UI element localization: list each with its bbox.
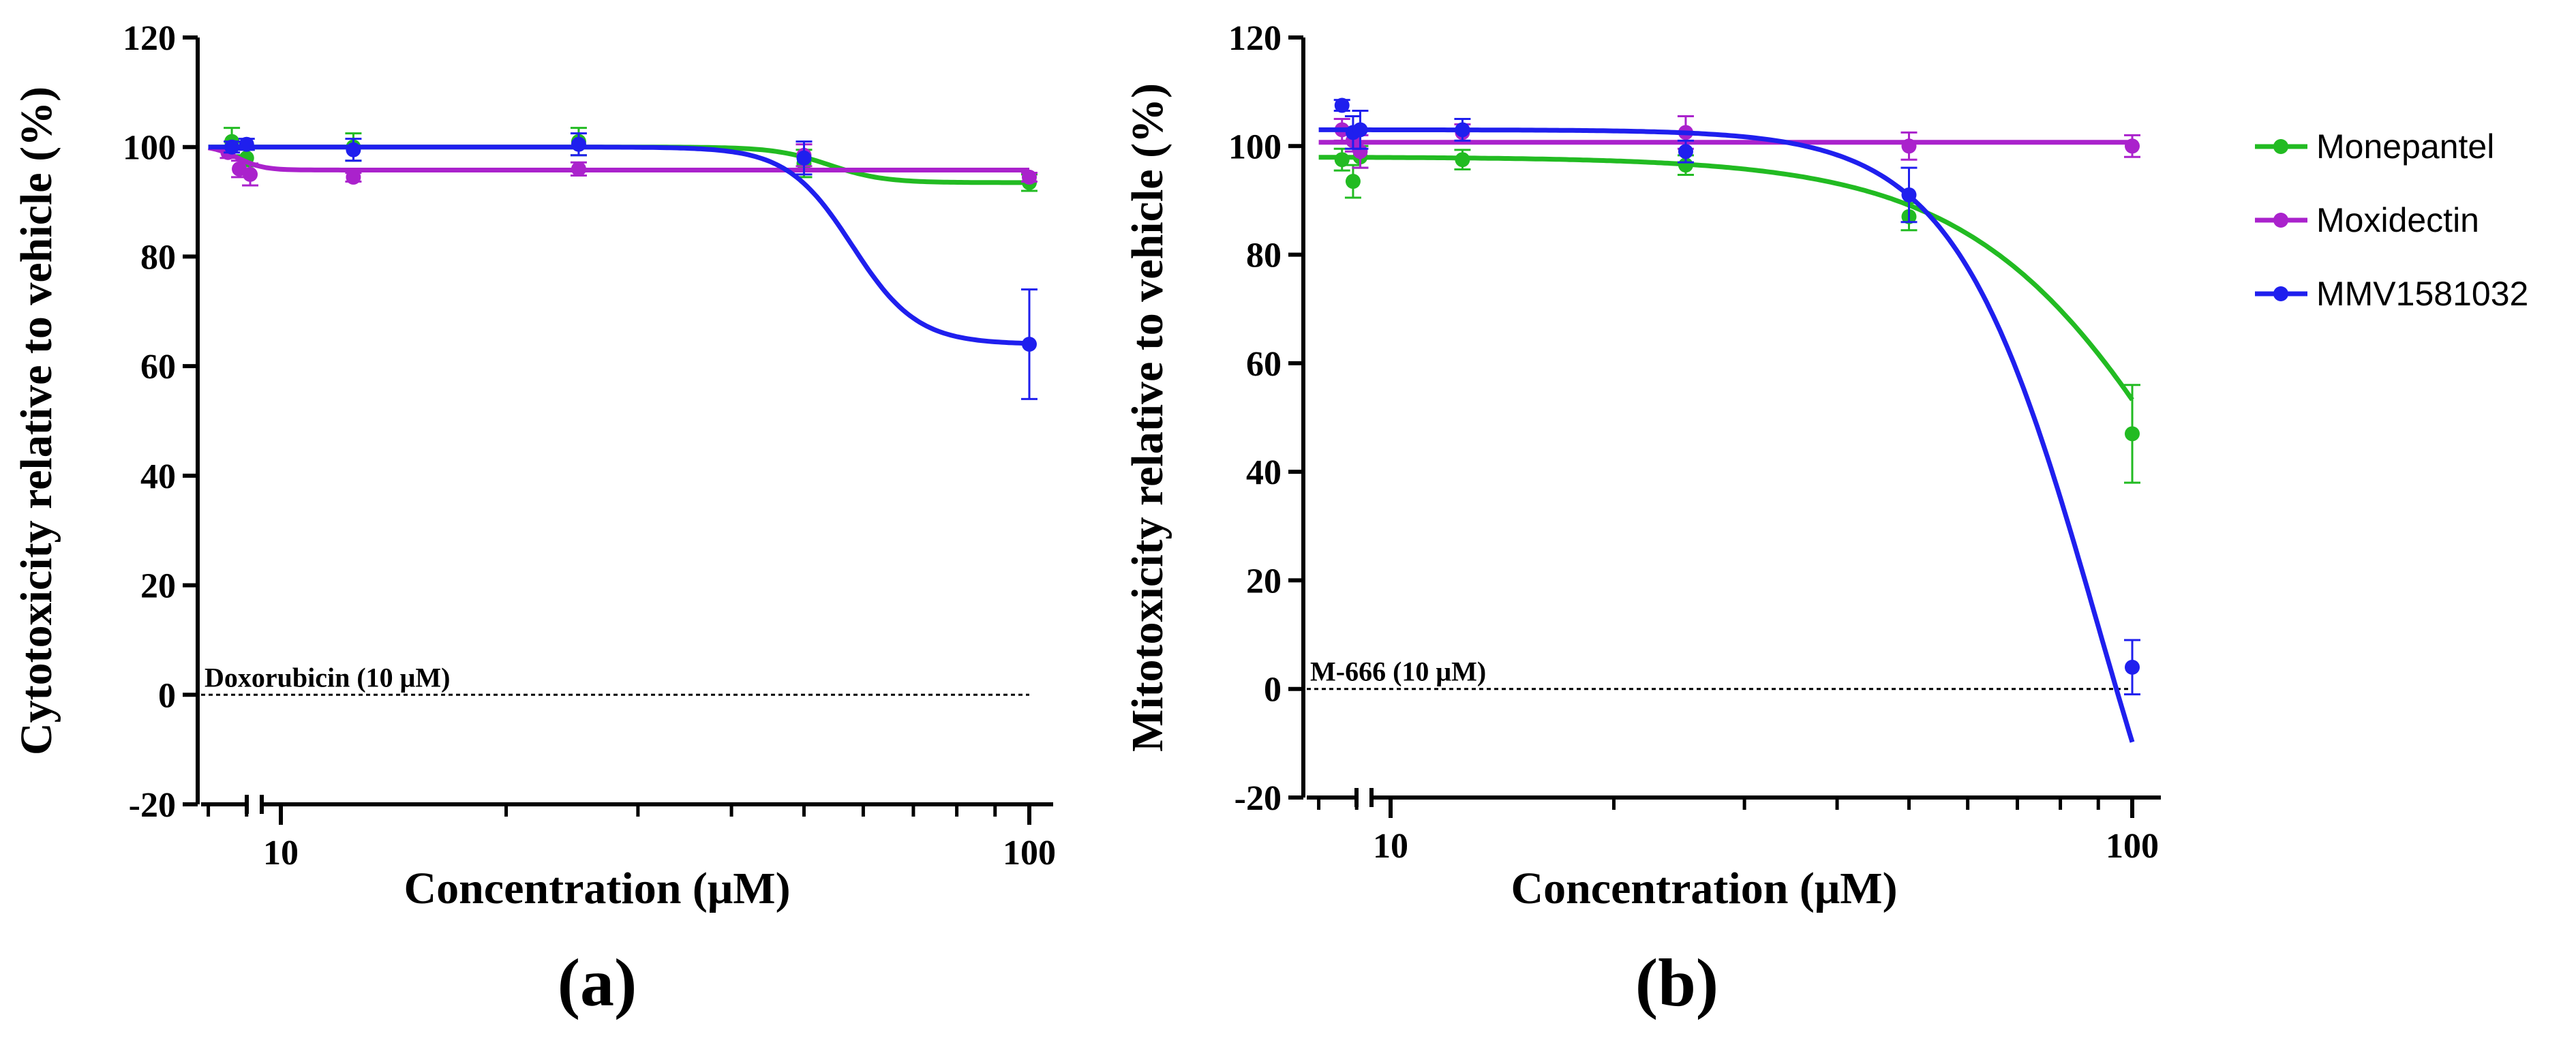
data-point-monepantel — [2125, 426, 2140, 442]
legend-marker — [2273, 213, 2288, 228]
fit-curve-monepantel — [1318, 155, 2134, 401]
y-tick-label: 80 — [140, 238, 176, 277]
x-tick-label: 10 — [263, 834, 299, 872]
legend-label: MMV1581032 — [2316, 275, 2528, 313]
baseline-label: M-666 (10 μM) — [1310, 656, 1486, 687]
data-point-mmv1581032 — [346, 142, 361, 157]
y-tick-label: 80 — [1246, 237, 1282, 275]
data-point-monepantel — [1678, 157, 1693, 173]
legend-label: Moxidectin — [2316, 201, 2479, 239]
data-point-mmv1581032 — [796, 150, 812, 166]
y-tick-label: 40 — [1246, 453, 1282, 492]
legend: Monepantel Moxidectin MMV1581032 — [2255, 127, 2528, 313]
x-axis-title: Concentration (μM) — [404, 864, 790, 913]
panel-label: (a) — [558, 945, 637, 1020]
panel-label: (b) — [1635, 945, 1718, 1020]
panel-b: -20 0 20 40 60 80 100 120 10 100 Concentration (μM… — [1123, 19, 2161, 1020]
data-point-moxidectin — [571, 161, 586, 177]
y-tick-label: 40 — [140, 457, 176, 496]
y-tick-label: 20 — [1246, 562, 1282, 601]
data-point-monepantel — [1345, 174, 1361, 189]
x-tick-label: 10 — [1373, 827, 1408, 866]
y-tick-label: 20 — [140, 567, 176, 606]
legend-label: Monepantel — [2316, 127, 2494, 166]
y-tick-label: 120 — [123, 19, 176, 58]
fit-curve-moxidectin — [207, 145, 1029, 172]
data-point-moxidectin — [243, 166, 258, 182]
fit-curve-mmv1581032 — [208, 145, 1030, 346]
legend-marker — [2273, 139, 2288, 154]
x-tick-label: 100 — [1003, 834, 1056, 872]
data-point-moxidectin — [1352, 144, 1368, 160]
data-point-mmv1581032 — [2125, 659, 2140, 675]
y-tick-label: 0 — [1264, 671, 1282, 710]
fit-curve-mmv1581032 — [1318, 127, 2135, 743]
data-point-mmv1581032 — [1022, 337, 1037, 352]
data-point-mmv1581032 — [1901, 187, 1917, 202]
data-point-mmv1581032 — [1455, 122, 1470, 138]
data-point-mmv1581032 — [239, 136, 254, 152]
y-tick-label: 60 — [1246, 345, 1282, 384]
fit-curve-monepantel — [208, 145, 1029, 185]
data-point-moxidectin — [1022, 169, 1037, 185]
y-tick-label: -20 — [1234, 779, 1282, 818]
data-point-moxidectin — [1901, 138, 1917, 154]
y-tick-label: 0 — [158, 676, 176, 715]
baseline-label: Doxorubicin (10 μM) — [204, 662, 450, 693]
y-tick-label: 100 — [123, 129, 176, 168]
data-point-mmv1581032 — [224, 139, 240, 155]
data-point-moxidectin — [2125, 138, 2140, 154]
data-point-mmv1581032 — [571, 136, 586, 152]
y-tick-label: 60 — [140, 348, 176, 386]
y-tick-label: 100 — [1228, 127, 1282, 166]
y-axis-title: Cytotoxicity relative to vehicle (%) — [12, 87, 61, 755]
data-point-monepantel — [1455, 152, 1470, 168]
y-tick-label: 120 — [1228, 19, 1282, 58]
y-tick-label: -20 — [129, 786, 176, 825]
data-point-mmv1581032 — [1678, 144, 1693, 160]
panel-a: -20 0 20 40 60 80 100 120 10 100 Concentration (μM… — [12, 19, 1056, 1020]
y-axis-title: Mitotoxicity relative to vehicle (%) — [1123, 83, 1172, 752]
data-point-monepantel — [1334, 152, 1350, 168]
x-axis-title: Concentration (μM) — [1511, 864, 1897, 913]
x-tick-label: 100 — [2106, 827, 2159, 866]
data-point-mmv1581032 — [1334, 97, 1350, 113]
legend-marker — [2273, 286, 2288, 301]
data-point-moxidectin — [346, 169, 361, 185]
data-point-mmv1581032 — [1352, 122, 1368, 138]
